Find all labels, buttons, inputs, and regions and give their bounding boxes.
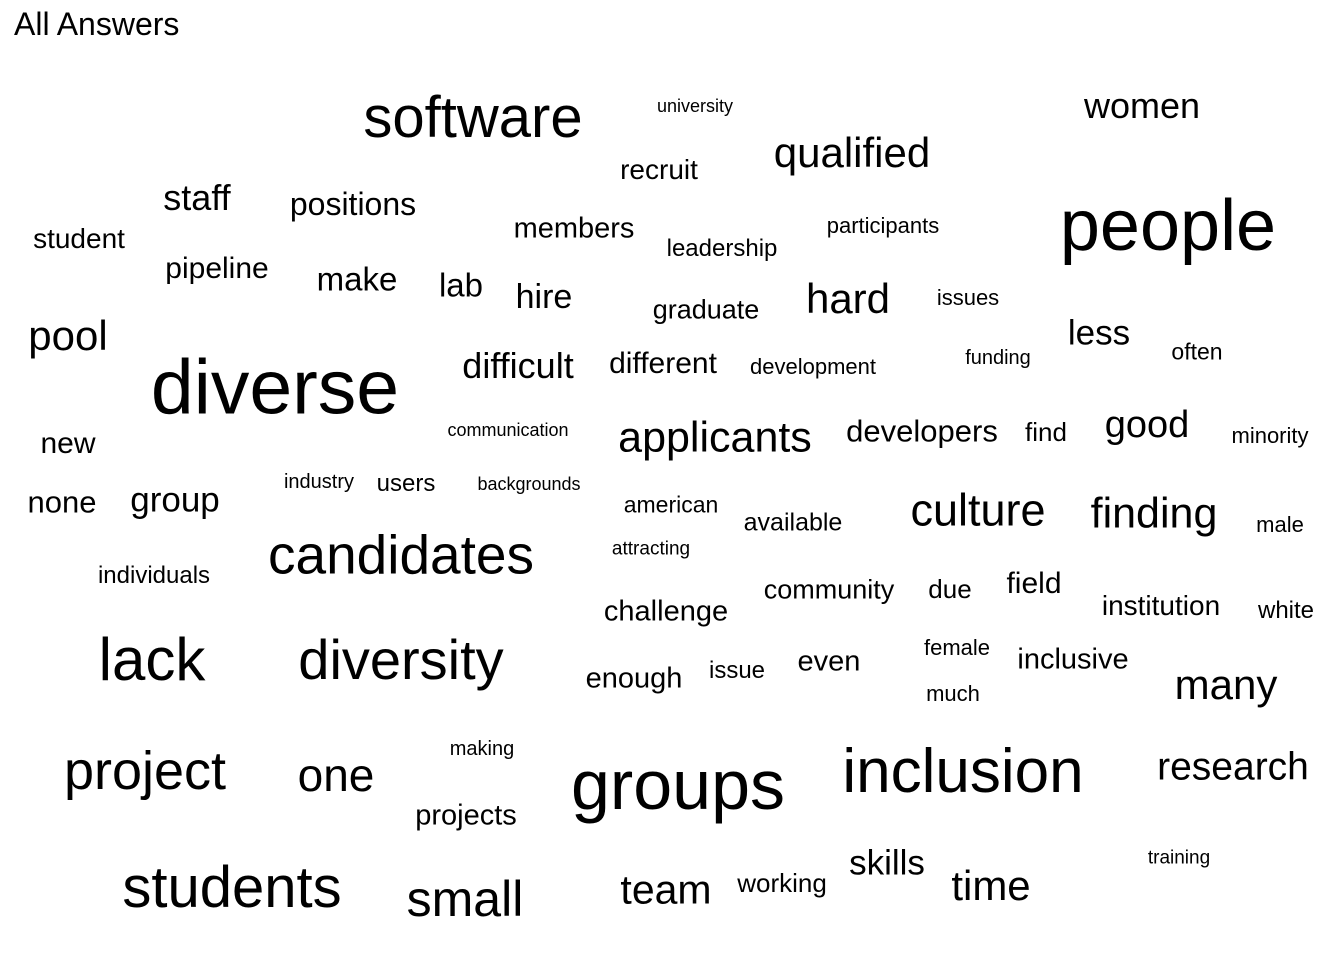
word-enough: enough	[585, 662, 683, 695]
word-people: people	[1059, 186, 1277, 266]
word-project: project	[63, 741, 227, 801]
word-women: women	[1083, 85, 1201, 126]
word-diverse: diverse	[150, 344, 400, 431]
chart-title: All Answers	[14, 6, 180, 42]
word-pipeline: pipeline	[165, 252, 269, 285]
word-research: research	[1157, 745, 1309, 789]
word-small: small	[406, 871, 524, 927]
word-leadership: leadership	[666, 235, 778, 262]
word-finding: finding	[1090, 489, 1218, 538]
word-issue: issue	[708, 657, 766, 684]
word-team: team	[620, 866, 712, 913]
word-minority: minority	[1231, 423, 1309, 448]
word-hard: hard	[805, 275, 891, 322]
word-find: find	[1025, 417, 1067, 447]
word-available: available	[743, 508, 843, 537]
word-funding: funding	[965, 347, 1031, 369]
word-lab: lab	[438, 266, 484, 304]
word-qualified: qualified	[773, 129, 931, 176]
word-student: student	[33, 223, 125, 254]
word-diversity: diversity	[298, 628, 504, 691]
word-inclusion: inclusion	[842, 737, 1084, 806]
word-development: development	[750, 354, 876, 379]
word-different: different	[609, 347, 717, 380]
word-groups: groups	[570, 746, 786, 824]
word-new: new	[40, 427, 96, 460]
word-group: group	[130, 480, 220, 520]
word-issues: issues	[936, 285, 1000, 310]
word-female: female	[923, 635, 991, 660]
word-even: even	[797, 645, 861, 678]
word-one: one	[297, 749, 375, 801]
word-lack: lack	[98, 626, 206, 693]
word-male: male	[1256, 512, 1304, 537]
word-many: many	[1174, 661, 1278, 708]
word-difficult: difficult	[462, 345, 574, 386]
word-industry: industry	[283, 471, 355, 493]
word-university: university	[656, 96, 734, 116]
word-challenge: challenge	[603, 595, 729, 628]
word-institution: institution	[1101, 590, 1221, 621]
word-making: making	[449, 738, 515, 760]
word-candidates: candidates	[267, 523, 535, 586]
word-developers: developers	[846, 413, 998, 449]
word-training: training	[1147, 847, 1211, 869]
word-users: users	[376, 470, 436, 497]
word-good: good	[1104, 404, 1190, 446]
word-attracting: attracting	[611, 538, 691, 560]
word-graduate: graduate	[652, 294, 760, 325]
word-make: make	[316, 260, 398, 298]
word-students: students	[122, 855, 342, 920]
word-working: working	[737, 868, 827, 898]
word-culture: culture	[910, 484, 1046, 536]
word-much: much	[926, 681, 980, 706]
word-none: none	[27, 484, 97, 520]
word-inclusive: inclusive	[1017, 643, 1129, 676]
word-positions: positions	[289, 186, 417, 222]
word-often: often	[1171, 338, 1223, 365]
word-skills: skills	[849, 843, 925, 883]
word-pool: pool	[28, 312, 108, 359]
word-american: american	[623, 491, 719, 518]
word-due: due	[928, 574, 972, 604]
word-time: time	[951, 862, 1031, 909]
word-software: software	[363, 85, 583, 150]
word-field: field	[1006, 567, 1062, 600]
word-applicants: applicants	[618, 413, 812, 462]
word-communication: communication	[447, 420, 569, 440]
word-white: white	[1257, 597, 1315, 624]
word-community: community	[763, 574, 895, 605]
word-backgrounds: backgrounds	[477, 474, 581, 494]
word-hire: hire	[515, 278, 573, 316]
word-members: members	[513, 212, 635, 245]
word-participants: participants	[826, 213, 940, 238]
word-less: less	[1067, 313, 1131, 353]
word-individuals: individuals	[97, 562, 211, 589]
word-projects: projects	[415, 799, 517, 832]
word-staff: staff	[163, 177, 231, 218]
word-recruit: recruit	[620, 154, 698, 185]
